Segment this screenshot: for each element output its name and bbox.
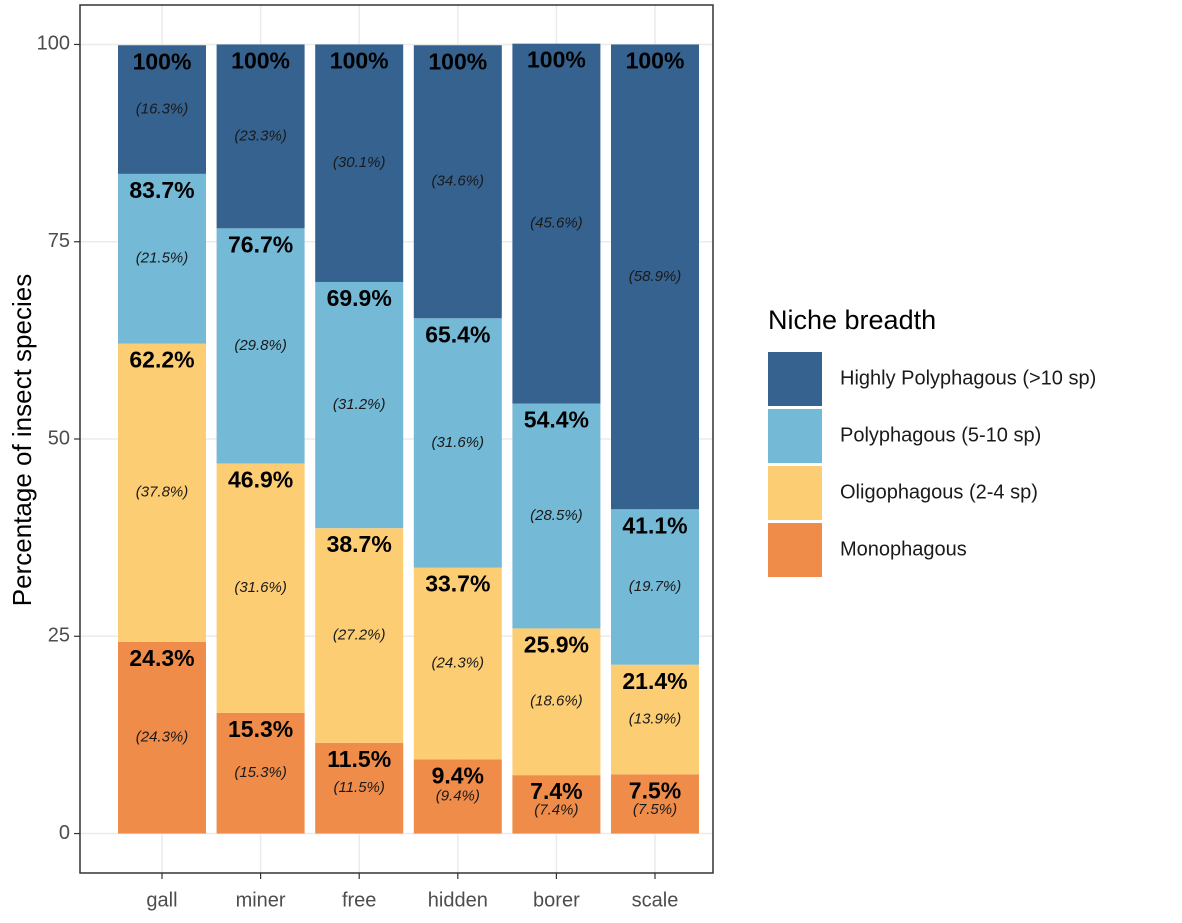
bar-segment: [512, 403, 601, 629]
legend-label: Oligophagous (2-4 sp): [840, 481, 1038, 503]
x-tick-label: hidden: [428, 889, 488, 911]
legend-key: [768, 409, 822, 463]
legend-label: Polyphagous (5-10 sp): [840, 424, 1041, 446]
segment-label: (18.6%): [530, 693, 583, 710]
bar-segment: [118, 343, 206, 642]
segment-label: (34.6%): [432, 173, 485, 190]
cumulative-label: 100%: [527, 47, 586, 73]
bar-segment: [512, 775, 601, 834]
cumulative-label: 76.7%: [228, 231, 293, 257]
segment-label: (9.4%): [436, 787, 480, 804]
segment-label: (27.2%): [333, 626, 386, 643]
cumulative-label: 65.4%: [425, 321, 490, 347]
y-tick-label: 75: [48, 230, 70, 252]
segment-label: (11.5%): [333, 779, 384, 796]
segment-label: (16.3%): [136, 101, 189, 118]
cumulative-label: 100%: [133, 48, 192, 74]
segment-label: (23.3%): [234, 127, 287, 144]
bar-segment: [118, 641, 206, 834]
legend-title: Niche breadth: [768, 305, 936, 335]
cumulative-label: 41.1%: [622, 512, 687, 538]
x-tick-label: scale: [632, 889, 679, 911]
segment-label: (37.8%): [136, 484, 189, 501]
bar-segment: [315, 528, 404, 743]
x-tick-label: miner: [236, 889, 286, 911]
y-tick-label: 0: [59, 822, 70, 844]
bar-segment: [512, 628, 601, 776]
segment-label: (30.1%): [333, 154, 386, 171]
bar-segment: [216, 44, 305, 229]
cumulative-label: 24.3%: [129, 645, 194, 671]
legend-key: [768, 523, 822, 577]
segment-label: (28.5%): [530, 507, 583, 524]
cumulative-label: 9.4%: [432, 762, 484, 788]
bar-segment: [118, 173, 206, 344]
y-tick-label: 50: [48, 427, 70, 449]
legend-label: Monophagous: [840, 538, 967, 560]
segment-label: (13.9%): [629, 710, 682, 727]
cumulative-label: 15.3%: [228, 716, 293, 742]
cumulative-label: 25.9%: [524, 631, 589, 657]
x-tick-label: free: [342, 889, 376, 911]
cumulative-label: 7.5%: [629, 777, 681, 803]
panel-border: [79, 4, 714, 874]
y-axis-title: Percentage of insect species: [7, 274, 37, 606]
segment-label: (21.5%): [136, 250, 189, 267]
cumulative-label: 100%: [626, 48, 685, 74]
bar-segment: [611, 509, 699, 665]
cumulative-label: 38.7%: [327, 531, 392, 557]
bar-segment: [216, 228, 305, 464]
cumulative-label: 69.9%: [327, 285, 392, 311]
bar-segment: [611, 44, 699, 510]
x-tick-label: borer: [533, 889, 580, 911]
cumulative-label: 46.9%: [228, 467, 293, 493]
segment-label: (15.3%): [234, 764, 287, 781]
segment-label: (7.5%): [633, 801, 677, 818]
segment-label: (24.3%): [136, 729, 189, 746]
cumulative-label: 7.4%: [530, 778, 582, 804]
segment-label: (31.6%): [234, 579, 287, 596]
segment-label: (7.4%): [534, 801, 578, 818]
cumulative-label: 83.7%: [129, 177, 194, 203]
y-tick-label: 25: [48, 625, 70, 647]
segment-label: (58.9%): [629, 268, 682, 285]
cumulative-label: 54.4%: [524, 407, 589, 433]
bar-segment: [611, 774, 699, 834]
bar-segment: [413, 45, 502, 319]
bar-segment: [315, 44, 404, 282]
segment-label: (24.3%): [432, 654, 485, 671]
cumulative-label: 100%: [428, 48, 487, 74]
bar-segment: [413, 759, 502, 834]
x-tick-label: gall: [146, 889, 177, 911]
bar-segment: [118, 45, 206, 174]
segment-label: (45.6%): [530, 215, 583, 232]
y-tick-label: 100: [37, 33, 70, 55]
bar-segment: [413, 567, 502, 760]
cumulative-label: 100%: [330, 48, 389, 74]
segment-label: (31.2%): [333, 396, 386, 413]
cumulative-label: 100%: [231, 48, 290, 74]
cumulative-label: 33.7%: [425, 571, 490, 597]
cumulative-label: 62.2%: [129, 347, 194, 373]
legend-key: [768, 466, 822, 520]
legend-key: [768, 352, 822, 406]
segment-label: (19.7%): [629, 578, 682, 595]
legend-label: Highly Polyphagous (>10 sp): [840, 367, 1096, 389]
bar-segment: [413, 318, 502, 568]
cumulative-label: 11.5%: [327, 746, 391, 772]
segment-label: (31.6%): [432, 434, 485, 451]
bar-segment: [315, 742, 404, 834]
segment-label: (29.8%): [234, 337, 287, 354]
bar-segment: [216, 463, 305, 713]
bar-segment: [512, 43, 601, 404]
bar-segment: [611, 664, 699, 775]
bar-segment: [315, 281, 404, 529]
cumulative-label: 21.4%: [622, 668, 687, 694]
bar-segment: [216, 712, 305, 834]
